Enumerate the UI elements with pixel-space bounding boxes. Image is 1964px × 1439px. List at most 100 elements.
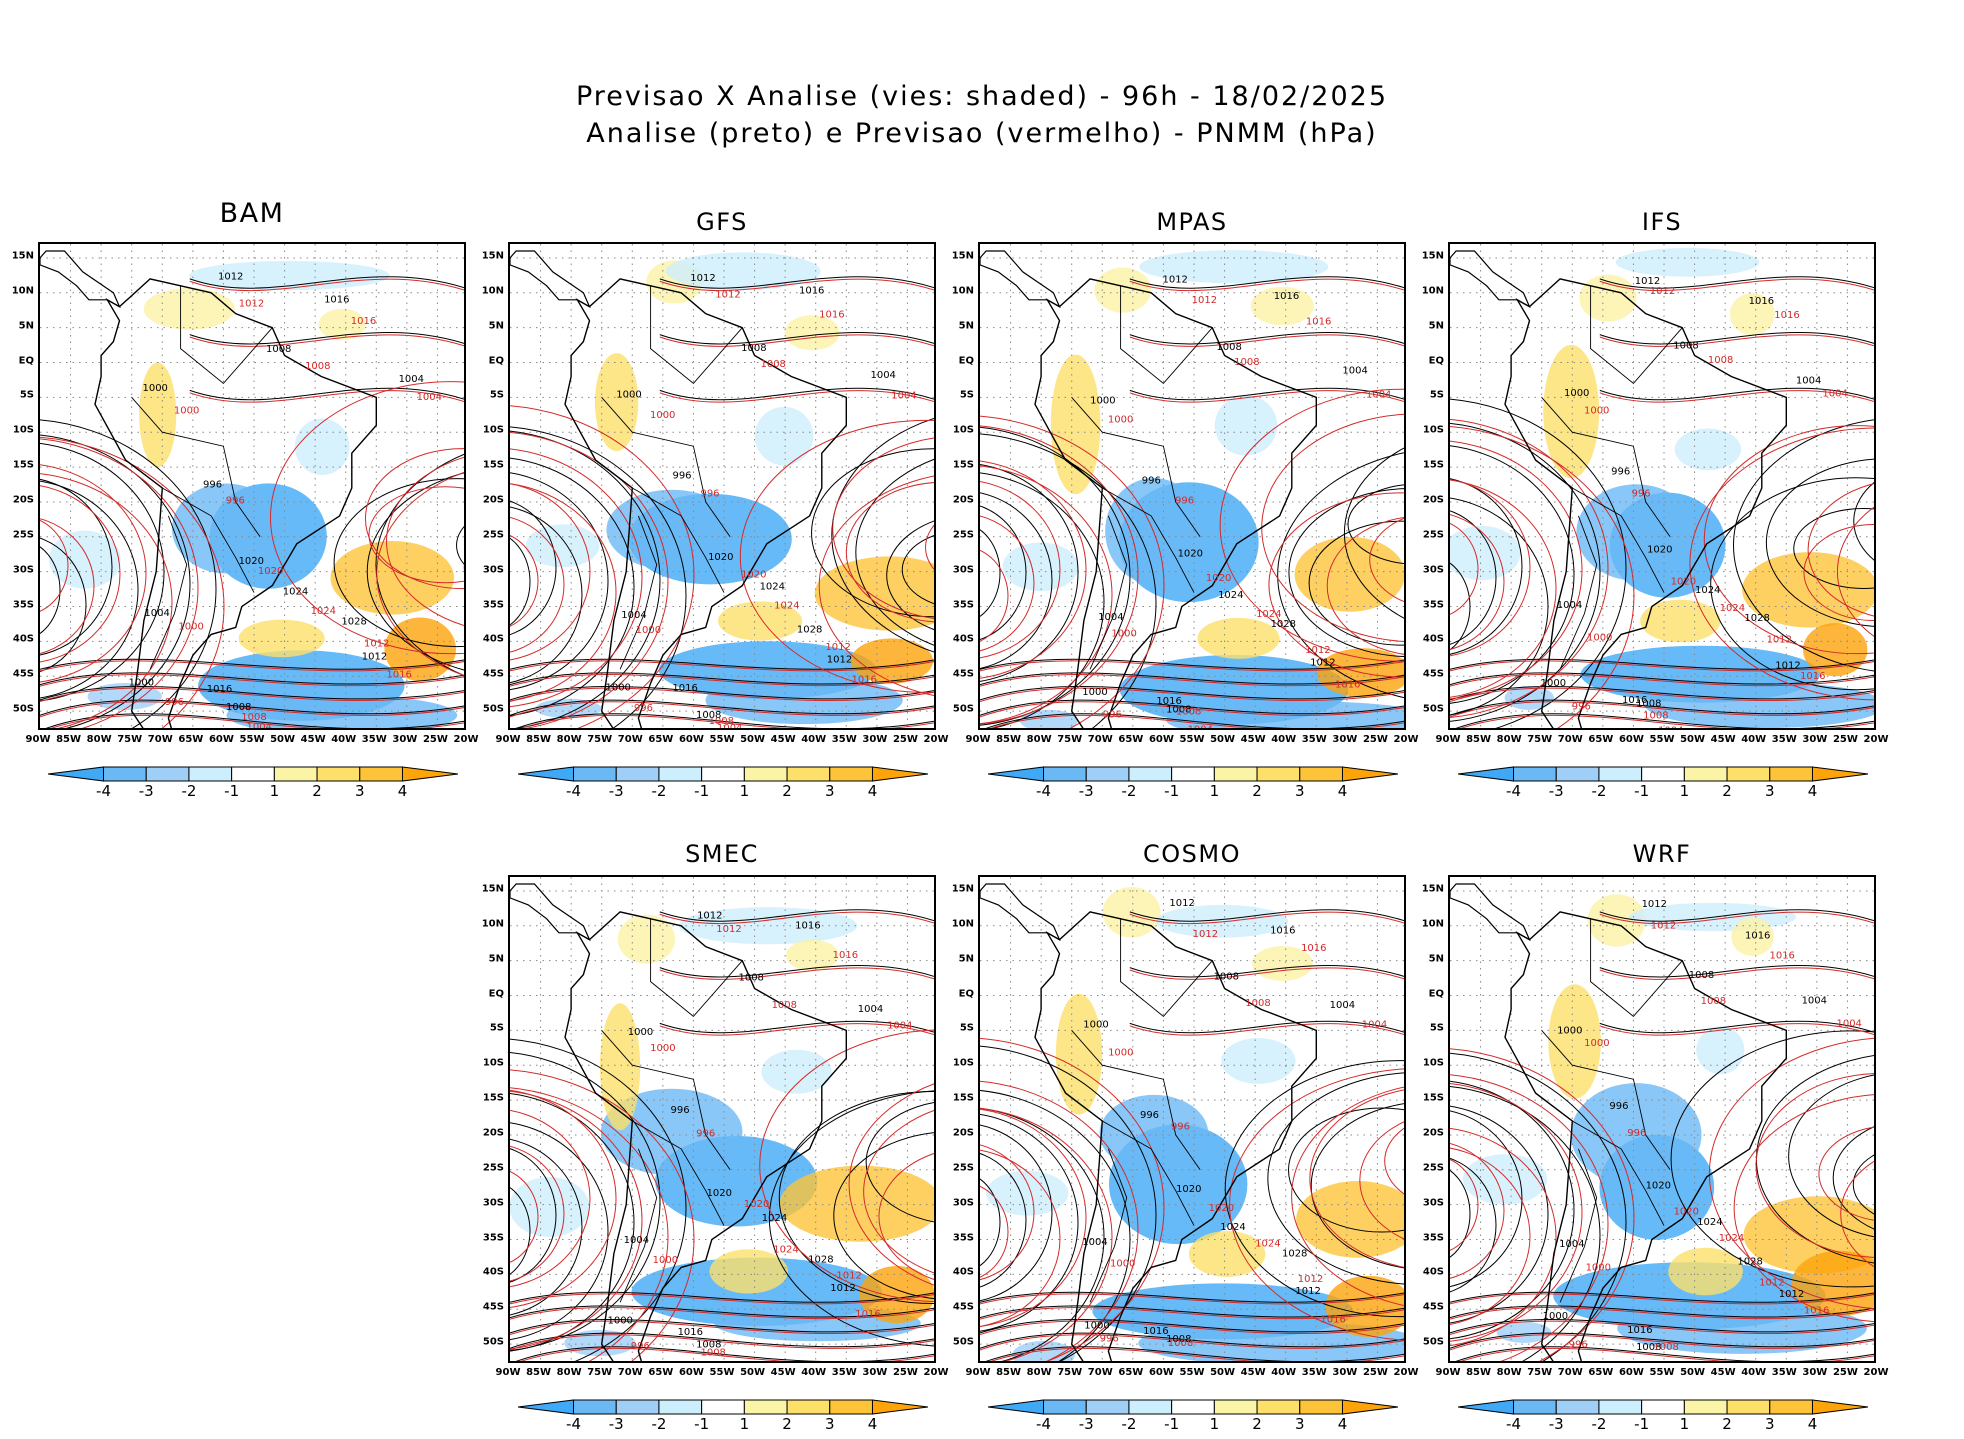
longitude-label: 55W: [1179, 734, 1205, 745]
isobar-label: 1016: [1800, 671, 1825, 682]
longitude-label: 35W: [831, 1367, 857, 1378]
longitude-label: 30W: [862, 1367, 888, 1378]
longitude-label: 85W: [526, 734, 552, 745]
isobar-label: 1008: [1636, 1342, 1661, 1353]
latitude-label: 35S: [1422, 599, 1444, 610]
longitude-label: 40W: [1271, 1367, 1297, 1378]
isobar-label: 1024: [1218, 590, 1243, 601]
isobar-label: 1000: [1108, 1048, 1133, 1059]
isobar-label: 1008: [709, 716, 734, 727]
map-panel: COSMO 1012 1016 1008 1004 1000 996 1020 1024 1028…: [952, 0, 1419, 1436]
isobar-label: 996: [631, 1341, 650, 1352]
isobar-label: 1024: [1719, 1233, 1744, 1244]
map-panel: WRF 1012 1016 1008 1004 1000 996 1020 1024 1028 10…: [1422, 0, 1889, 1439]
isobar-label: 1008: [305, 361, 330, 372]
isobar-label: 1012: [1775, 661, 1800, 672]
colorbar-label: -1: [1634, 1415, 1650, 1433]
isobar-label: 1004: [1796, 375, 1821, 386]
isobar-label: 1016: [1774, 310, 1799, 321]
isobar-label: 1012: [830, 1283, 855, 1294]
longitude-labels: 90W 85W 80W 75W 70W 65W 60W 55W 50W 45W 40W 35W 30W 2…: [1436, 734, 1889, 748]
isobar-label: 1000: [142, 383, 167, 394]
map-panel: BAM 1012 1016 1008 1004 1000 996 1020 1024 1028 10…: [12, 0, 479, 1436]
colorbar: -4 -3 -2 -1 1 2 3 4: [987, 766, 1399, 806]
colorbar-label: -4: [566, 782, 581, 800]
latitude-labels: 15N 10N 5N EQ 5S 10S 15S 20S 25S 30S 35S 40S 45S 50S: [468, 242, 504, 730]
isobar-label: 1004: [1658, 726, 1683, 730]
isobar-label: 1004: [1557, 600, 1582, 611]
latitude-label: 5N: [958, 320, 974, 332]
colorbar-label: -3: [138, 782, 154, 800]
latitude-label: 15S: [482, 459, 504, 471]
latitude-label: 10S: [952, 1057, 974, 1069]
latitude-label: 10N: [951, 918, 974, 930]
colorbar-label: 2: [1252, 782, 1262, 800]
colorbar-label: 1: [1209, 782, 1220, 800]
longitude-label: 20W: [1863, 1367, 1889, 1378]
longitude-label: 50W: [1210, 734, 1236, 745]
longitude-label: 75W: [1057, 734, 1083, 745]
colorbar: -4 -3 -2 -1 1 2 3 4: [1457, 1399, 1869, 1439]
isobar-label: 1004: [1330, 1000, 1355, 1011]
longitude-label: 70W: [617, 734, 643, 745]
latitude-label: 45S: [1422, 668, 1444, 680]
isobar-label: 1012: [218, 272, 243, 283]
colorbar: -4 -3 -2 -1 1 2 3 4: [517, 766, 929, 806]
isobar-label: 1008: [1245, 998, 1270, 1009]
isobar-label: 1028: [1271, 619, 1296, 630]
isobar-label: 1008: [1214, 971, 1239, 982]
isobar-label: 1012: [1192, 295, 1217, 306]
isobar-label: 1012: [825, 642, 850, 653]
colorbar-label: 4: [1337, 782, 1348, 800]
latitude-label: 30S: [1422, 1197, 1444, 1209]
isobar-label: 1004: [1366, 390, 1391, 401]
isobar-label: 1028: [341, 617, 366, 628]
isobar-label: 1000: [1557, 1026, 1582, 1037]
map-canvas: 1012101610081004100099610201024102810121…: [1450, 877, 1874, 1361]
longitude-label: 65W: [648, 734, 674, 745]
isobar-label: 1016: [1745, 931, 1770, 942]
colorbar-label: 2: [312, 782, 322, 800]
latitude-label: 25S: [482, 1162, 504, 1174]
map-canvas: 1012101610081004100099610201024102810121…: [510, 877, 934, 1361]
colorbar-label: 3: [1764, 782, 1775, 800]
latitude-label: 35S: [482, 1232, 504, 1243]
isobar-label: 1024: [1256, 609, 1281, 620]
longitude-label: 40W: [1271, 734, 1297, 745]
latitude-label: 5N: [1428, 953, 1444, 965]
latitude-label: 5S: [959, 389, 974, 401]
longitude-label: 55W: [1649, 734, 1675, 745]
longitude-label: 85W: [56, 734, 82, 745]
latitude-labels: 15N 10N 5N EQ 5S 10S 15S 20S 25S 30S 35S 40S 45S 50S: [1408, 875, 1444, 1363]
map-panel: GFS 1012 1016 1008 1004 1000 996 1020 1024 1028 10…: [482, 0, 949, 1436]
longitude-label: 40W: [1741, 734, 1767, 745]
latitude-label: 50S: [1422, 1336, 1444, 1348]
map-frame: 1012 1016 1008 1004 1000 996 1020 1024 1028 1012 1…: [508, 875, 936, 1363]
isobar-label: 1016: [1301, 943, 1326, 954]
longitude-label: 75W: [1527, 1367, 1553, 1378]
map-canvas: 1012101610081004100099610201024102810121…: [510, 244, 934, 728]
longitude-label: 80W: [1026, 734, 1052, 745]
isobar-label: 1000: [1111, 629, 1136, 640]
isobar-label: 1008: [700, 1348, 725, 1359]
longitude-label: 50W: [270, 734, 296, 745]
colorbar-label: -4: [1036, 1415, 1051, 1433]
colorbar-label: 4: [867, 1415, 878, 1433]
isobar-label: 1028: [1737, 1257, 1762, 1268]
isobar-label: 1012: [1651, 920, 1676, 931]
isobar-label: 1016: [1306, 317, 1331, 328]
latitude-label: 10S: [952, 424, 974, 436]
longitude-label: 75W: [587, 1367, 613, 1378]
longitude-label: 90W: [965, 1367, 991, 1378]
longitude-label: 35W: [1771, 734, 1797, 745]
longitude-label: 60W: [208, 734, 234, 745]
latitude-label: 5N: [1428, 320, 1444, 332]
longitude-label: 90W: [495, 1367, 521, 1378]
latitude-label: 30S: [952, 1197, 974, 1209]
latitude-label: 15N: [951, 883, 974, 895]
colorbar-label: -4: [566, 1415, 581, 1433]
longitude-label: 80W: [86, 734, 112, 745]
isobar-label: 1012: [1169, 898, 1194, 909]
longitude-label: 70W: [1557, 734, 1583, 745]
isobar-label: 1020: [744, 1199, 769, 1210]
